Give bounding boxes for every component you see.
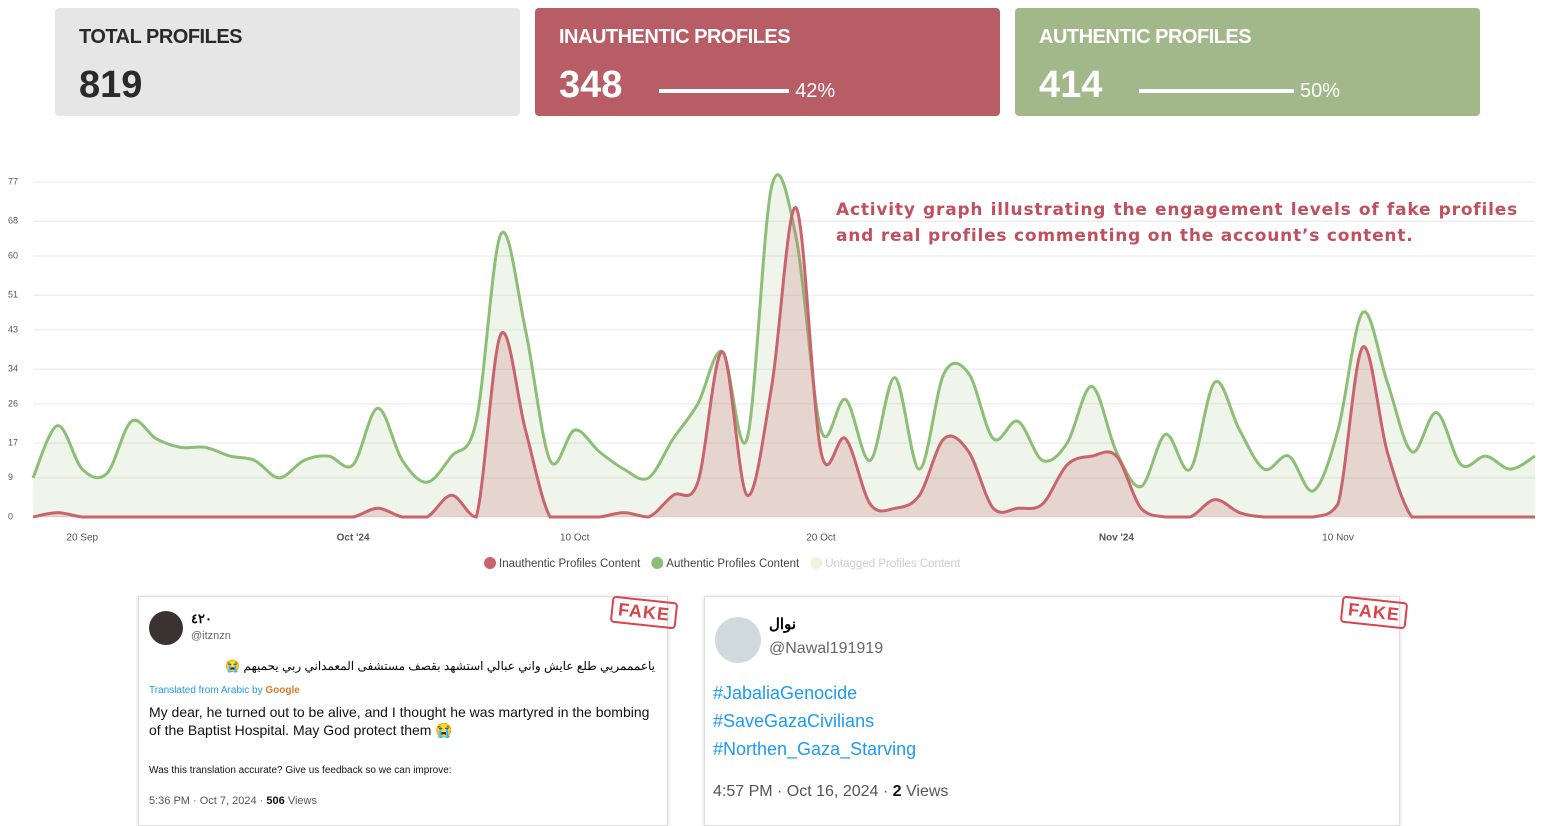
view-count: 506 <box>266 795 284 807</box>
user-name: نوال <box>769 615 796 633</box>
hashtag[interactable]: #SaveGazaCivilians <box>713 707 916 735</box>
tweet-text-arabic: ياعمممريي طلع عايش واني عبالي استشهد بقص… <box>225 659 655 673</box>
y-tick-label: 17 <box>8 437 18 447</box>
tweet-text: My dear, he turned out to be alive, and … <box>149 703 659 739</box>
legend-label: Inauthentic Profiles Content <box>499 558 641 570</box>
legend-swatch <box>810 557 822 569</box>
x-tick-label: 20 Sep <box>66 533 98 544</box>
avatar <box>149 611 183 645</box>
feedback-text: Was this translation accurate? Give us f… <box>149 765 452 776</box>
chart: 0 9 17 26 34 43 51 60 68 77 20 Sep Oct '24 10 Oct 20 … <box>0 0 1546 590</box>
y-tick-label: 51 <box>8 289 18 299</box>
tweet-card: FAKE ٤٢٠ @itznzn ياعمممريي طلع عايش واني… <box>138 596 668 826</box>
user-handle: @Nawal191919 <box>769 640 883 658</box>
y-tick-label: 43 <box>8 324 18 334</box>
y-tick-label: 0 <box>8 511 13 521</box>
page: {"cards": [ {"title": "TOTAL PROFILES", … <box>0 0 1546 814</box>
y-tick-label: 26 <box>8 398 18 408</box>
translation-text: Translated from Arabic by <box>149 685 263 696</box>
annotation: Activity graph illustrating the engageme… <box>836 197 1518 249</box>
views-label: Views <box>906 783 948 800</box>
y-tick-label: 60 <box>8 250 18 260</box>
x-tick-label: 20 Oct <box>806 533 836 544</box>
legend-label: Authentic Profiles Content <box>666 558 800 570</box>
user-name: ٤٢٠ <box>191 611 212 627</box>
hashtag[interactable]: #JabaliaGenocide <box>713 679 916 707</box>
x-tick-label: 10 Nov <box>1322 533 1354 544</box>
y-tick-label: 68 <box>8 216 18 226</box>
views-label: Views <box>288 795 317 807</box>
legend-label: Untagged Profiles Content <box>825 558 961 570</box>
avatar <box>715 617 761 663</box>
y-tick-label: 9 <box>8 472 13 482</box>
fake-stamp: FAKE <box>610 596 678 630</box>
tweet-meta: 4:57 PM · Oct 16, 2024 · 2 Views <box>713 783 948 801</box>
fake-stamp: FAKE <box>1340 596 1408 630</box>
view-count: 2 <box>893 783 902 800</box>
x-tick-label: Nov '24 <box>1099 533 1135 544</box>
hashtag[interactable]: #Northen_Gaza_Starving <box>713 735 916 763</box>
legend-swatch <box>484 557 496 569</box>
google-logo: Google <box>265 685 299 696</box>
x-tick-label: Oct '24 <box>337 533 370 544</box>
x-tick-label: 10 Oct <box>560 533 590 544</box>
user-handle: @itznzn <box>191 630 231 642</box>
legend-swatch <box>651 557 663 569</box>
tweet-time: 4:57 PM · Oct 16, 2024 · <box>713 783 888 800</box>
y-tick-label: 34 <box>8 363 18 373</box>
tweet-card: FAKE نوال @Nawal191919 #JabaliaGenocide … <box>704 596 1400 826</box>
translation-note: Translated from Arabic by Google <box>149 685 300 696</box>
tweet-time: 5:36 PM · Oct 7, 2024 · <box>149 795 263 807</box>
y-tick-label: 77 <box>8 176 18 186</box>
tweet-meta: 5:36 PM · Oct 7, 2024 · 506 Views <box>149 795 317 807</box>
hashtags: #JabaliaGenocide #SaveGazaCivilians #Nor… <box>713 679 916 763</box>
